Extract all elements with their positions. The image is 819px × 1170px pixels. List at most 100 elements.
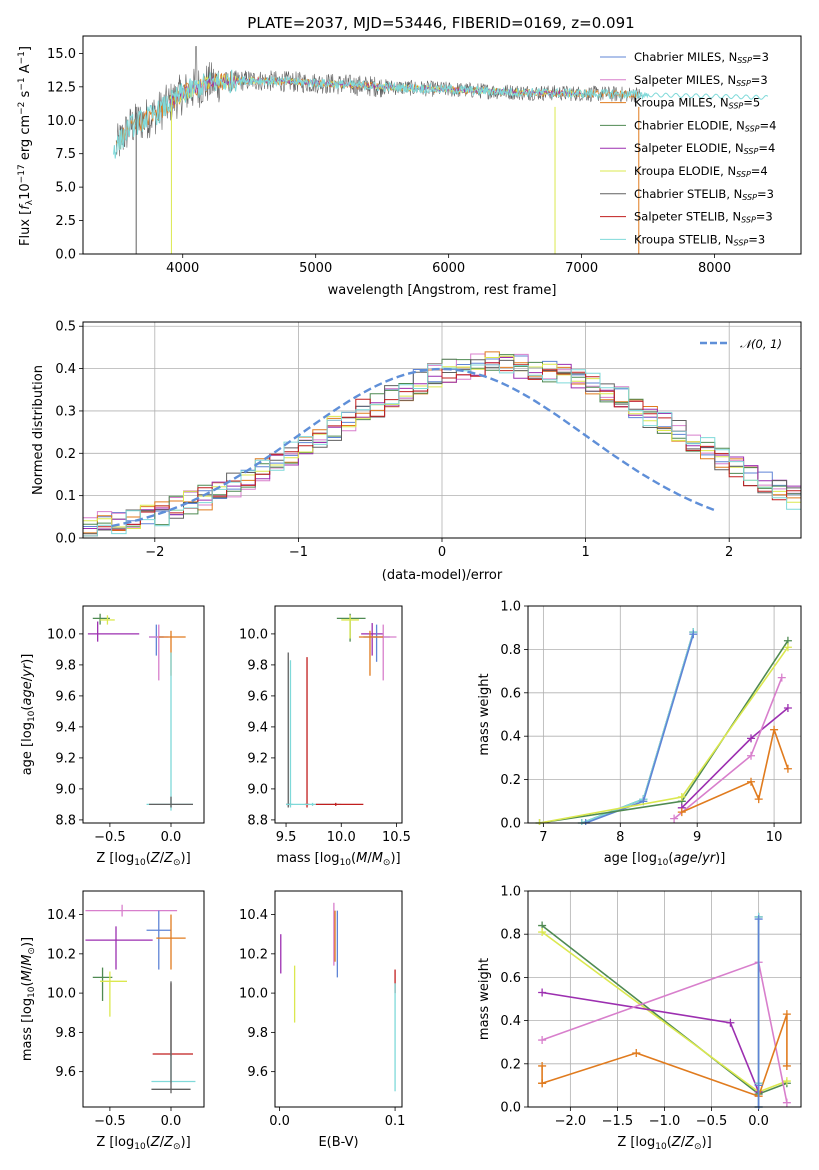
x-tick-label: 0.0 [748, 1114, 769, 1129]
spectrum-panel: 4000 5000 6000 7000 8000 0.0 2.5 5.0 7.5 10.0 12.5… [17, 35, 802, 298]
y-tick-label: 0.0 [500, 817, 521, 832]
weight-series-line [581, 631, 695, 824]
x-tick-label: 10.0 [327, 830, 356, 845]
legend-label: 𝒩(0, 1) [740, 337, 782, 351]
x-tick-label: 7 [539, 830, 547, 845]
y-tick-label: 0.2 [500, 773, 521, 788]
legend-label: Salpeter MILES, NSSP=3 [634, 73, 768, 88]
y-tick-label: 0.5 [55, 320, 76, 335]
legend-label: Kroupa MILES, NSSP=5 [634, 96, 760, 111]
errorbar-point [151, 981, 191, 1094]
y-tick-label: 10.0 [239, 987, 268, 1002]
y-tick-label: 0.2 [500, 1057, 521, 1072]
weight-series-marker [538, 1036, 547, 1045]
weight-series-marker [677, 792, 686, 801]
weight-series-marker [726, 1018, 735, 1027]
weight-series-marker [782, 1098, 791, 1107]
y-tick-label: 0.8 [500, 928, 521, 943]
errorbar-point [363, 624, 390, 662]
x-tick-label: 10.5 [382, 830, 411, 845]
weight-series-marker [538, 1061, 547, 1070]
errorbar-point [100, 971, 127, 1017]
errorbars [280, 902, 396, 1092]
weight-series-line [581, 631, 695, 824]
errorbar-point [341, 615, 359, 639]
x-tick-label: 1 [581, 545, 589, 560]
errorbar-point [146, 910, 171, 970]
y-tick-label: 9.6 [55, 689, 76, 704]
y-tick-label: 9.4 [55, 720, 76, 735]
y-axis-label: mass weight [477, 673, 492, 755]
x-tick-label: −1 [289, 545, 308, 560]
x-axis-label: Z [log10(Z/Z⊙)] [96, 851, 190, 868]
y-tick-label: 0.4 [500, 730, 521, 745]
y-tick-label: 10.4 [47, 908, 76, 923]
y-tick-label: 0.4 [500, 1014, 521, 1029]
weight-series-marker [689, 630, 698, 639]
x-tick-label: 5000 [299, 261, 332, 276]
y-tick-label: 8.8 [55, 813, 76, 828]
x-axis-label: (data-model)/error [382, 568, 503, 583]
errorbar-point [85, 904, 178, 917]
y-tick-label: 9.8 [247, 1026, 268, 1041]
y-tick-label: 0.6 [500, 686, 521, 701]
errorbar-point [369, 624, 397, 681]
legend-label: Kroupa ELODIE, NSSP=4 [634, 164, 768, 179]
x-tick-label: −0.5 [94, 1114, 126, 1129]
y-tick-label: 7.5 [55, 147, 76, 162]
spectrum-lines [113, 46, 769, 254]
residuals-histogram-panel: −2 −1 0 1 2 0.0 0.1 0.2 0.3 0.4 0.5 𝒩(0, 1) (data-mo… [31, 320, 802, 583]
weight-series-marker [782, 1010, 791, 1019]
x-tick-label: 0 [438, 545, 446, 560]
errorbar-point [304, 657, 310, 808]
y-tick-label: 1.0 [500, 885, 521, 900]
errorbar-point [149, 624, 164, 656]
weight-series-marker [747, 777, 756, 786]
weight-series-marker [538, 988, 547, 997]
errorbar-point [87, 621, 140, 642]
errorbar-point [315, 802, 364, 806]
x-axis-label: wavelength [Angstrom, rest frame] [328, 283, 557, 298]
errorbars [85, 904, 196, 1094]
age-vs-mass-panel: 9.5 10.0 10.5 8.8 9.0 9.2 9.4 9.6 9.8 10.0 mass [l… [239, 605, 411, 868]
errorbar-point [158, 630, 186, 676]
weight-series-marker [783, 703, 792, 712]
weight-series-marker [770, 725, 779, 734]
weight-series-marker [754, 915, 763, 924]
y-tick-label: 9.8 [55, 658, 76, 673]
errorbar-point [288, 660, 293, 808]
errorbar-point [151, 983, 196, 1084]
plot-frame [82, 890, 205, 1108]
y-tick-label: 8.8 [247, 813, 268, 828]
y-tick-label: 10.0 [47, 627, 76, 642]
weight-series-marker [783, 643, 792, 652]
figure-title: PLATE=2037, MJD=53446, FIBERID=0169, z=0… [247, 14, 634, 32]
weight-series-marker [783, 764, 792, 773]
weight-series-marker [754, 795, 763, 804]
errorbar-point [361, 623, 384, 656]
y-tick-label: 9.6 [247, 1065, 268, 1080]
y-tick-label: 10.0 [239, 627, 268, 642]
y-tick-label: 0.4 [55, 362, 76, 377]
y-tick-label: 15.0 [47, 47, 76, 62]
weight-series-marker [632, 1049, 641, 1057]
x-tick-label: −1.0 [649, 1114, 681, 1129]
x-tick-label: 2 [725, 545, 733, 560]
x-tick-label: 4000 [166, 261, 199, 276]
y-tick-label: 9.2 [247, 751, 268, 766]
y-axis-label: age [log10(age/yr)] [20, 654, 37, 776]
x-axis-label: Z [log10(Z/Z⊙)] [96, 1135, 190, 1152]
y-tick-label: 10.2 [239, 947, 268, 962]
y-tick-label: 0.6 [500, 971, 521, 986]
weight-series-line [673, 677, 783, 820]
legend-label: Chabrier ELODIE, NSSP=4 [634, 118, 776, 133]
spectrum-series-chabrier-stelib [115, 46, 642, 157]
weight-lines [538, 912, 791, 1109]
plot-frame [274, 890, 403, 1108]
y-axis-label: Normed distribution [31, 365, 46, 495]
mass-vs-metallicity-panel: −0.5 0.0 9.6 9.8 10.0 10.2 10.4 Z [log10(Z/Z⊙)]… [20, 890, 205, 1152]
x-axis-label: E(B-V) [318, 1135, 358, 1150]
x-tick-label: 9 [693, 830, 701, 845]
errorbar-point [92, 967, 113, 1001]
x-axis-label: age [log10(age/yr)] [604, 851, 726, 868]
